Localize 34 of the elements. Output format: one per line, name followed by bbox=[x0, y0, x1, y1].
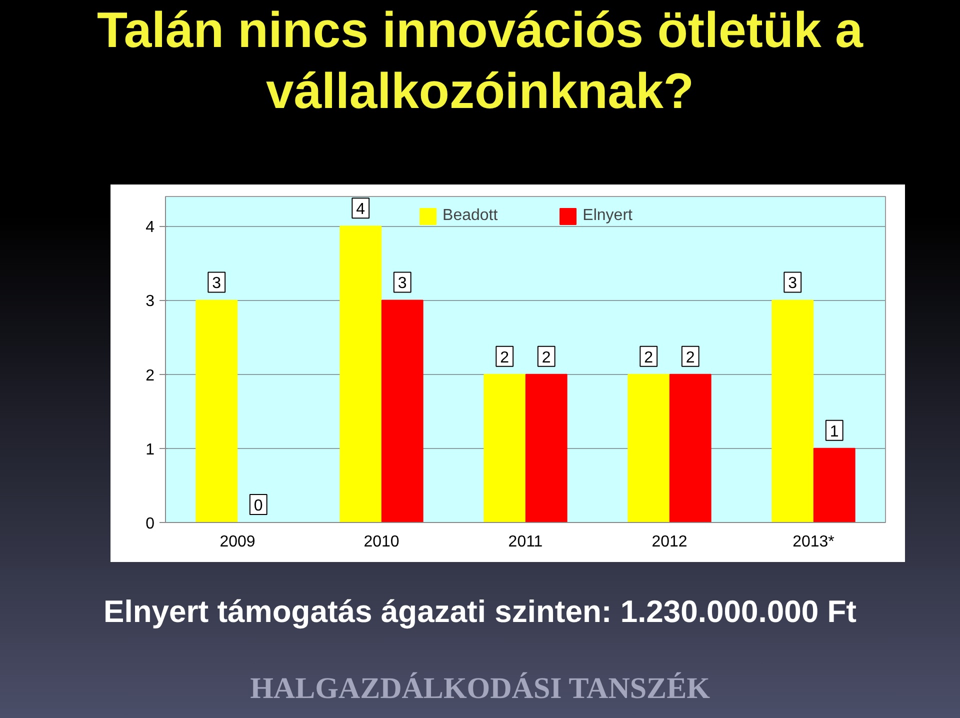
bar bbox=[669, 374, 712, 522]
data-label: 0 bbox=[254, 498, 263, 514]
data-label: 2 bbox=[500, 349, 510, 366]
data-label: 2 bbox=[686, 349, 695, 366]
text: Elnyert támogatás ágazati szinten: 1.230.000.000 Ft bbox=[104, 593, 856, 631]
text: HALGAZDÁLKODÁSI TANSZÉK bbox=[250, 671, 710, 707]
x-tick-label: 2009 bbox=[220, 534, 256, 550]
x-tick-label: 2013* bbox=[792, 534, 834, 550]
legend-label: Beadott bbox=[442, 207, 498, 225]
x-tick-label: 2011 bbox=[508, 534, 543, 550]
y-tick-label: 1 bbox=[146, 441, 155, 458]
x-tick-label: 2012 bbox=[652, 534, 688, 550]
y-tick-label: 2 bbox=[146, 367, 155, 384]
y-tick-label: 0 bbox=[146, 516, 155, 532]
data-label: 3 bbox=[788, 275, 798, 292]
data-label: 2 bbox=[644, 349, 654, 366]
y-tick-label: 3 bbox=[146, 293, 155, 310]
y-tick-label: 4 bbox=[146, 219, 155, 236]
data-label: 2 bbox=[542, 349, 551, 366]
data-label: 3 bbox=[398, 275, 407, 292]
data-label: 3 bbox=[212, 275, 222, 292]
data-label: 4 bbox=[356, 201, 366, 218]
bar bbox=[196, 300, 238, 522]
legend-label: Elnyert bbox=[582, 207, 632, 225]
bar bbox=[484, 374, 526, 522]
bar bbox=[525, 374, 568, 522]
chart-title: Talán nincs innovációs ötletük a vállalkozóinknak? bbox=[96, 1, 864, 121]
bar bbox=[340, 226, 382, 522]
bar bbox=[381, 300, 424, 522]
bar bbox=[813, 448, 856, 522]
bar bbox=[628, 374, 670, 522]
bar bbox=[772, 300, 814, 522]
x-tick-label: 2010 bbox=[364, 534, 400, 550]
data-label: 1 bbox=[830, 423, 839, 440]
